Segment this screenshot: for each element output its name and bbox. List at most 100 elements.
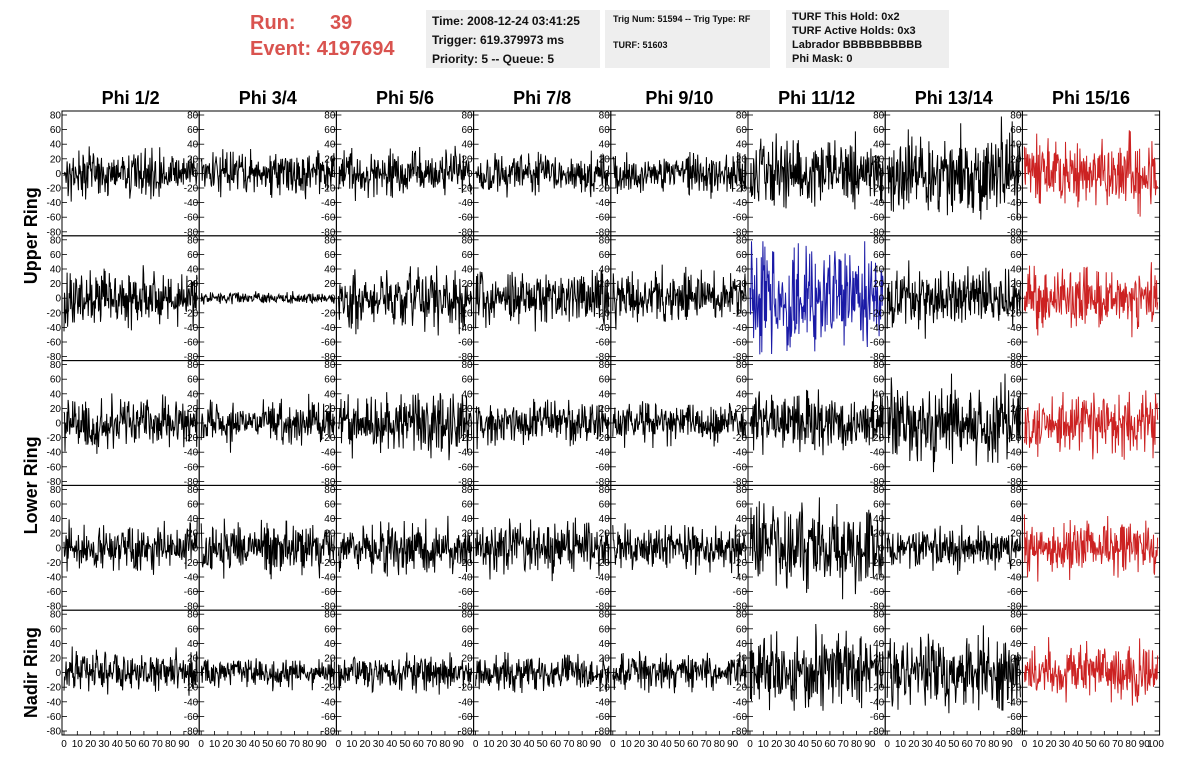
x-tick-label: 20: [359, 739, 371, 750]
x-tick-label: 90: [316, 739, 328, 750]
y-tick-label: -80: [47, 227, 62, 238]
y-tick-label: 40: [1010, 639, 1022, 650]
y-tick-label: 20: [324, 654, 336, 665]
y-tick-label: 60: [873, 624, 885, 635]
waveform-trace: [749, 389, 884, 456]
y-tick-label: 0: [55, 169, 61, 180]
time-info-box: Time: 2008-12-24 03:41:25 Trigger: 619.3…: [426, 10, 600, 68]
x-tick-label: 20: [908, 739, 920, 750]
x-tick-label: 90: [864, 739, 876, 750]
y-tick-label: 80: [50, 235, 62, 246]
y-tick-label: -60: [47, 213, 62, 224]
waveform-trace: [749, 497, 884, 600]
y-tick-label: 80: [1010, 235, 1022, 246]
y-tick-label: -80: [321, 477, 336, 488]
y-tick-label: 80: [736, 235, 748, 246]
waveform-panel: -80 -60 -40 -20 0 20 40 60 80: [458, 484, 612, 613]
waveform-panel: -80 -60 -40 -20 0 20 40 60 80: [458, 235, 612, 363]
y-tick-label: -60: [595, 213, 610, 224]
y-tick-label: -40: [733, 198, 748, 209]
column-header: Phi 15/16: [1052, 88, 1130, 108]
y-tick-label: -60: [321, 712, 336, 723]
y-tick-label: -40: [321, 573, 336, 584]
waveform-trace: [337, 652, 473, 695]
x-tick-label: 70: [838, 739, 850, 750]
y-tick-label: -80: [1007, 227, 1022, 238]
waveform-trace: [200, 658, 335, 692]
x-tick-label: 10: [483, 739, 495, 750]
x-tick-label: 60: [687, 739, 699, 750]
y-tick-label: 0: [193, 169, 199, 180]
y-tick-label: 60: [324, 375, 336, 386]
y-tick-label: 40: [187, 265, 199, 276]
y-tick-label: 40: [1010, 265, 1022, 276]
y-tick-label: 0: [741, 668, 747, 679]
y-tick-label: 0: [193, 294, 199, 305]
y-tick-label: 40: [1010, 140, 1022, 151]
y-tick-label: 40: [873, 639, 885, 650]
y-tick-label: 80: [873, 360, 885, 371]
y-tick-label: -40: [184, 697, 199, 708]
column-header: Phi 13/14: [915, 88, 993, 108]
x-tick-label: 70: [426, 739, 438, 750]
x-tick-label: 80: [165, 739, 177, 750]
y-tick-label: -40: [458, 697, 473, 708]
waveform-trace: [475, 517, 610, 582]
y-tick-label: -80: [595, 352, 610, 363]
x-tick-label: 10: [895, 739, 907, 750]
y-tick-label: 0: [604, 419, 610, 430]
y-tick-label: 60: [50, 500, 62, 511]
y-tick-label: -20: [1007, 308, 1022, 319]
y-tick-label: 20: [736, 404, 748, 415]
y-tick-label: 80: [324, 485, 336, 496]
y-tick-label: 60: [324, 624, 336, 635]
x-tick-label: 20: [85, 739, 97, 750]
y-tick-label: -60: [1007, 338, 1022, 349]
waveform-trace: [612, 151, 747, 199]
y-tick-label: -80: [733, 227, 748, 238]
x-tick-label: 50: [537, 739, 549, 750]
y-tick-label: -20: [458, 558, 473, 569]
y-tick-label: 20: [187, 279, 199, 290]
y-tick-label: 80: [736, 111, 748, 122]
y-tick-label: -20: [458, 308, 473, 319]
y-tick-label: -20: [733, 308, 748, 319]
waveform-panel: -80 -60 -40 -20 0 20 40 60 80: [733, 484, 886, 613]
y-tick-label: 40: [1010, 514, 1022, 525]
y-tick-label: 20: [873, 404, 885, 415]
x-tick-label: 10: [346, 739, 358, 750]
y-tick-label: 20: [873, 154, 885, 165]
column-header: Phi 5/6: [376, 88, 434, 108]
waveform-trace: [612, 401, 747, 449]
y-tick-label: 0: [879, 668, 885, 679]
y-tick-label: 80: [873, 485, 885, 496]
y-tick-label: -60: [733, 587, 748, 598]
x-tick-label: 30: [647, 739, 659, 750]
y-tick-label: 80: [50, 360, 62, 371]
trigger-text: Trigger: 619.379973 ms: [432, 33, 565, 47]
y-tick-label: 20: [736, 279, 748, 290]
y-tick-label: -60: [184, 338, 199, 349]
waveform-panel: -80 -60 -40 -20 0 20 40 60 80: [870, 360, 1023, 488]
y-tick-label: -20: [321, 558, 336, 569]
x-tick-label: 20: [634, 739, 646, 750]
phi-mask-text: Phi Mask: 0: [792, 53, 853, 65]
y-tick-label: -40: [1007, 323, 1022, 334]
y-tick-label: 60: [736, 125, 748, 136]
waveform-panel: -80 -60 -40 -20 0 20 40 60 80: [184, 110, 337, 238]
y-tick-label: -40: [1007, 198, 1022, 209]
y-tick-label: 80: [1010, 111, 1022, 122]
waveform-trace: [475, 269, 610, 332]
y-tick-label: -40: [184, 448, 199, 459]
x-tick-label: 70: [152, 739, 164, 750]
waveform-panel: -80 -60 -40 -20 0 20 40 60 80: [47, 360, 200, 488]
waveform-panel: -80 -60 -40 -20 0 20 40 60 80: [321, 110, 475, 238]
x-tick-label: 90: [727, 739, 739, 750]
y-tick-label: 60: [187, 250, 199, 261]
y-tick-label: -60: [733, 213, 748, 224]
y-tick-label: 40: [50, 389, 62, 400]
y-tick-label: 60: [324, 125, 336, 136]
y-tick-label: -80: [321, 227, 336, 238]
y-tick-label: 0: [1016, 668, 1022, 679]
y-tick-label: 80: [599, 235, 611, 246]
